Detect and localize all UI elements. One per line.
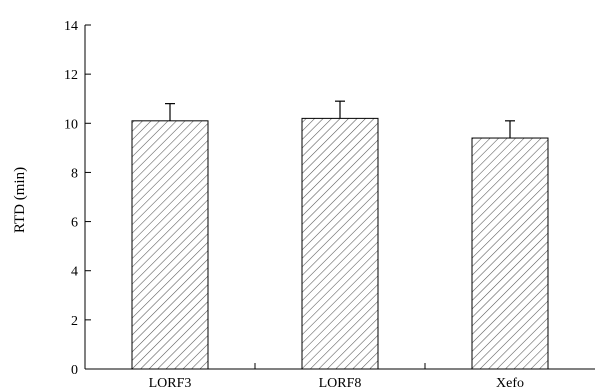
y-tick-label: 14 <box>64 19 78 34</box>
y-tick-label: 8 <box>71 166 78 181</box>
y-tick-label: 6 <box>71 216 78 231</box>
bar-lorf8 <box>301 117 379 370</box>
y-axis-title: RTD (min) <box>12 167 28 233</box>
y-tick-label: 12 <box>64 68 78 83</box>
x-tick-label: LORF3 <box>149 376 192 391</box>
x-tick-label: LORF8 <box>319 376 362 391</box>
y-tick-label: 10 <box>64 117 78 132</box>
plot-area: 0 2 4 6 8 10 12 14 LORF3 LORF8 Xefo <box>64 19 595 391</box>
bar-lorf3 <box>131 120 209 370</box>
y-tick-label: 0 <box>71 363 78 378</box>
y-tick-label: 2 <box>71 314 78 329</box>
x-tick-label: Xefo <box>496 376 524 391</box>
bar-xefo <box>471 137 549 370</box>
y-tick-label: 4 <box>71 265 78 280</box>
